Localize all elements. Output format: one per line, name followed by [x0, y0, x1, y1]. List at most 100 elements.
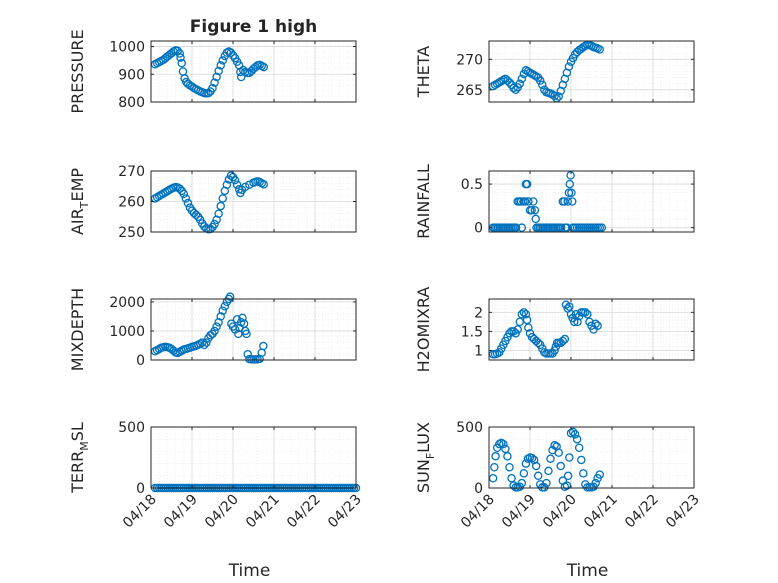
ytick-label: 250 — [118, 225, 145, 241]
data-point — [169, 346, 178, 355]
series-5 — [488, 300, 602, 359]
data-point — [531, 214, 540, 224]
series-4 — [150, 292, 268, 364]
data-point — [560, 334, 570, 344]
data-point — [591, 319, 600, 329]
data-point — [202, 338, 211, 347]
data-point — [216, 61, 225, 70]
data-point — [214, 66, 223, 76]
data-point — [565, 179, 575, 189]
data-point — [212, 322, 221, 331]
ytick-label: 0 — [474, 481, 483, 497]
data-point — [572, 434, 582, 444]
xtick-label: 04/21 — [243, 492, 283, 532]
data-point — [517, 478, 527, 488]
data-point — [591, 478, 600, 488]
ytick-label: 1.5 — [461, 324, 483, 340]
data-point — [521, 309, 531, 319]
data-point — [517, 223, 527, 232]
series-3 — [488, 171, 607, 232]
data-point — [544, 466, 553, 476]
data-point — [536, 76, 545, 85]
plot-area-7 — [489, 427, 694, 488]
grid-5 — [488, 299, 695, 360]
data-point — [183, 198, 193, 208]
data-point — [519, 308, 529, 317]
data-point — [230, 175, 240, 185]
data-point — [216, 201, 225, 211]
data-point — [197, 338, 207, 347]
xtick-label: 04/18 — [120, 492, 160, 532]
data-point — [509, 83, 518, 93]
axes-box-6 — [150, 426, 357, 489]
data-point — [568, 427, 578, 437]
ytick-label: 500 — [118, 420, 145, 436]
data-point — [566, 309, 576, 319]
data-point — [210, 78, 219, 87]
ylabel-4: MIXDEPTH — [68, 288, 87, 371]
ytick-label: 900 — [118, 67, 145, 83]
data-point — [220, 302, 230, 311]
data-point — [558, 336, 568, 346]
xlabel-6: Time — [228, 561, 271, 581]
data-point — [573, 317, 582, 327]
subplot-4: 2000 1000 0 MIXDEPTH — [68, 288, 357, 371]
data-point — [521, 459, 531, 468]
data-point — [509, 481, 518, 490]
data-point — [206, 224, 215, 234]
data-point — [565, 302, 574, 311]
data-point — [179, 189, 189, 199]
grid-4 — [150, 299, 357, 361]
data-point — [175, 184, 184, 193]
data-point — [554, 448, 563, 457]
data-point — [259, 341, 268, 351]
data-point — [533, 471, 543, 481]
data-point — [556, 461, 566, 471]
data-point — [522, 179, 532, 189]
data-point — [563, 471, 573, 481]
xtick-label: 04/22 — [622, 492, 662, 532]
subplot-1: 270 265 THETA — [414, 40, 695, 103]
ylabel-7: SUNFLUX — [414, 422, 437, 493]
data-point — [556, 223, 566, 232]
axes-box-5 — [488, 298, 695, 361]
axes-box-4 — [150, 298, 357, 361]
data-point — [177, 58, 186, 68]
data-point — [491, 452, 500, 461]
data-point — [570, 430, 580, 439]
data-point — [529, 197, 538, 206]
ytick-label: 2000 — [109, 295, 145, 311]
data-point — [550, 91, 559, 101]
ytick-label: 1000 — [109, 324, 145, 340]
data-point — [238, 313, 247, 323]
data-point — [259, 62, 268, 72]
data-point — [565, 453, 574, 462]
ylabel-1: THETA — [414, 46, 433, 98]
data-point — [597, 223, 607, 232]
ytick-label: 2 — [474, 305, 483, 321]
data-point — [234, 329, 243, 339]
data-point — [210, 326, 219, 336]
ytick-label: 1 — [474, 343, 483, 359]
xtick-label: 04/22 — [284, 492, 324, 532]
data-point — [499, 439, 508, 449]
data-point — [517, 74, 527, 84]
data-point — [581, 308, 590, 317]
data-point — [503, 452, 512, 461]
series-2 — [150, 171, 268, 234]
data-point — [546, 454, 555, 463]
ytick-label: 265 — [456, 83, 483, 99]
axes-box-3 — [488, 170, 695, 233]
data-point — [490, 463, 499, 472]
data-point — [225, 292, 235, 301]
data-point — [251, 62, 260, 72]
data-point — [505, 329, 514, 338]
data-point — [583, 309, 592, 319]
series-0 — [150, 46, 268, 98]
data-point — [574, 443, 584, 452]
data-point — [210, 219, 219, 229]
data-point — [218, 56, 227, 65]
data-point — [208, 83, 217, 93]
xtick-label: 04/19 — [161, 492, 201, 532]
data-point — [517, 309, 527, 319]
